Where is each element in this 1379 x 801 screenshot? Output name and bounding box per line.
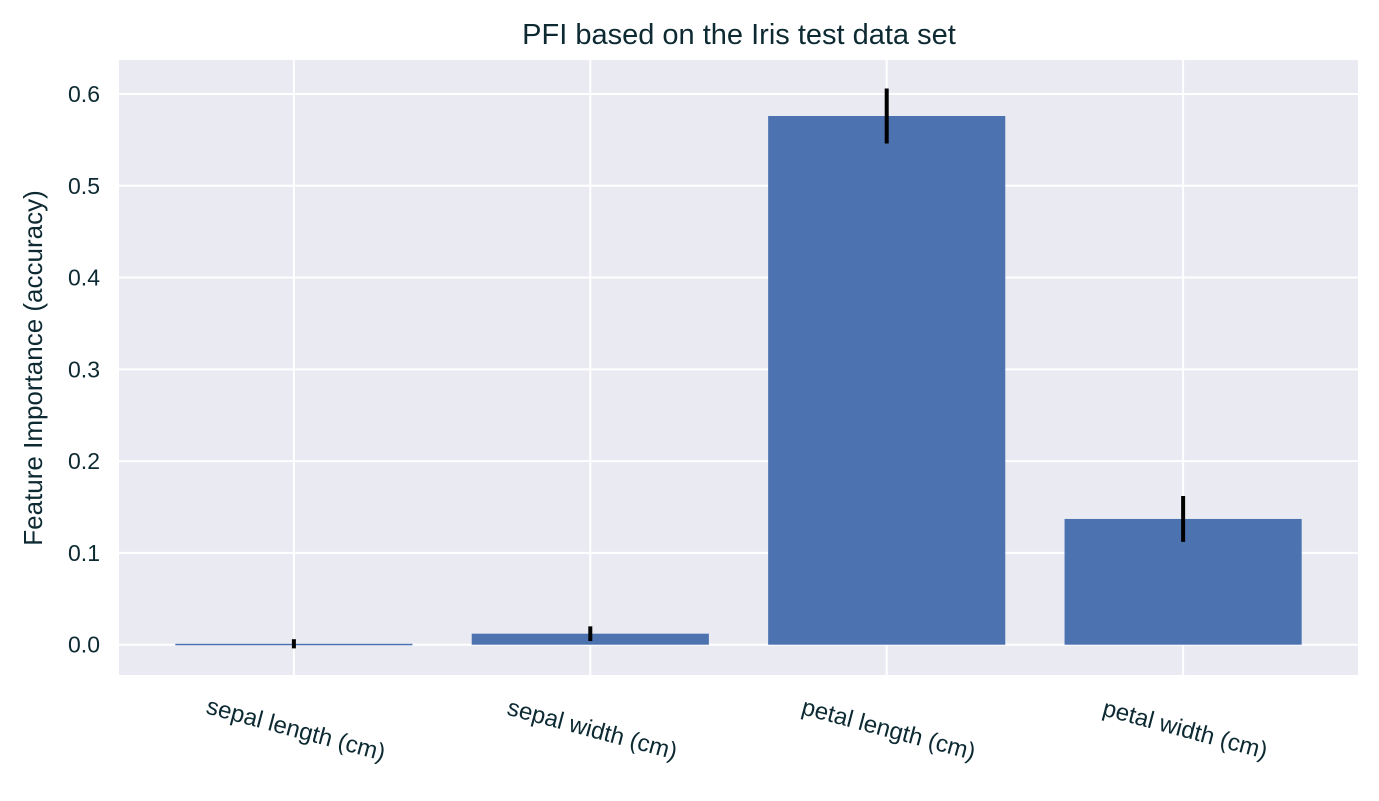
y-axis-label: Feature Importance (accuracy)	[18, 190, 48, 545]
y-tick-label: 0.2	[68, 448, 100, 474]
bars	[175, 88, 1302, 649]
y-tick-label: 0.1	[68, 540, 100, 566]
y-tick-label: 0.6	[68, 81, 100, 107]
x-tick-label: sepal length (cm)	[203, 693, 388, 767]
x-ticks: sepal length (cm) sepal width (cm) petal l…	[203, 693, 1270, 767]
chart-title: PFI based on the Iris test data set	[522, 19, 956, 51]
y-tick-label: 0.3	[68, 356, 100, 382]
y-ticks: 0.0 0.1 0.2 0.3 0.4 0.5 0.6	[68, 81, 100, 658]
x-tick-label: petal width (cm)	[1100, 695, 1271, 765]
x-tick-label: sepal width (cm)	[504, 694, 680, 765]
bar	[768, 115, 1006, 645]
y-tick-label: 0.4	[68, 265, 100, 291]
x-tick-label: petal length (cm)	[799, 694, 979, 766]
y-tick-label: 0.0	[68, 632, 100, 658]
y-tick-label: 0.5	[68, 173, 100, 199]
